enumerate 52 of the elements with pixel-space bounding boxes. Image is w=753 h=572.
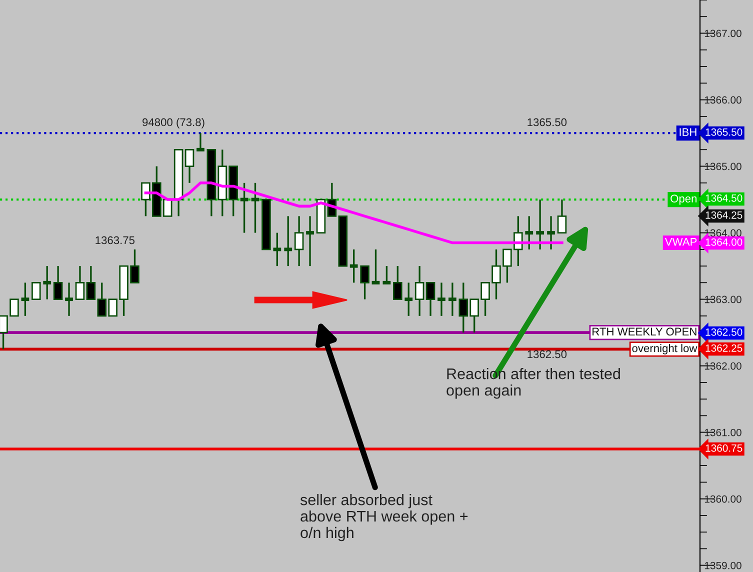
candlestick — [75, 265, 85, 300]
candlestick — [306, 215, 314, 267]
candlestick — [32, 282, 41, 300]
candlestick — [350, 248, 358, 284]
ref-line-label: overnight low — [632, 344, 698, 354]
y-tick-label: 1361.00 — [704, 428, 742, 436]
text: 1360.75 — [706, 444, 742, 452]
candlestick — [240, 182, 248, 234]
y-tick-label: 1363.00 — [704, 296, 742, 304]
y-tick-label: 1367.00 — [704, 30, 742, 38]
candlestick — [43, 265, 52, 300]
annotation: 1365.50 — [528, 118, 567, 126]
y-tick-label: 1360.00 — [704, 495, 742, 503]
text: 1365.50 — [706, 128, 742, 136]
candlestick — [393, 265, 402, 300]
candlestick — [382, 265, 391, 284]
annotation: seller absorbed just above RTH week open + o/n high — [300, 494, 468, 542]
candlestick — [184, 148, 194, 184]
annotation: 1362.50 — [528, 350, 567, 358]
candlestick — [21, 282, 30, 317]
candlestick — [360, 265, 370, 300]
ref-line-label: IBH — [680, 128, 696, 136]
ref-line-label: Open — [670, 194, 697, 205]
candlestick — [426, 282, 436, 317]
annotation: 1363.75 — [96, 236, 135, 244]
candlestick — [196, 132, 204, 152]
candlestick — [438, 282, 446, 317]
text: 1364.25 — [706, 211, 742, 219]
y-tick-label: 1359.00 — [704, 562, 742, 570]
candlestick — [284, 215, 292, 267]
candlestick — [414, 265, 424, 317]
candlestick — [448, 282, 456, 317]
candlestick — [372, 248, 380, 284]
candlestick — [53, 265, 63, 300]
legend-label: VWAP — [664, 238, 697, 246]
y-tick-label: 1365.00 — [704, 162, 742, 170]
annotation: 94800 (73.8) — [142, 118, 204, 128]
candlestick — [547, 215, 555, 250]
candlestick — [294, 215, 304, 267]
text: 1362.50 — [706, 328, 742, 336]
candlestick — [525, 215, 534, 250]
text: 1364.50 — [706, 194, 742, 202]
candlestick — [251, 182, 260, 234]
ref-line-label: RTH WEEKLY OPEN — [592, 328, 696, 336]
candlestick — [536, 198, 544, 250]
y-tick-label: 1366.00 — [704, 96, 742, 104]
candlestick — [404, 282, 413, 317]
candlestick — [65, 282, 73, 317]
text: 1362.25 — [706, 344, 742, 352]
candlestick — [557, 198, 567, 234]
y-tick-label: 1362.00 — [704, 362, 742, 370]
candlestick — [273, 232, 282, 267]
